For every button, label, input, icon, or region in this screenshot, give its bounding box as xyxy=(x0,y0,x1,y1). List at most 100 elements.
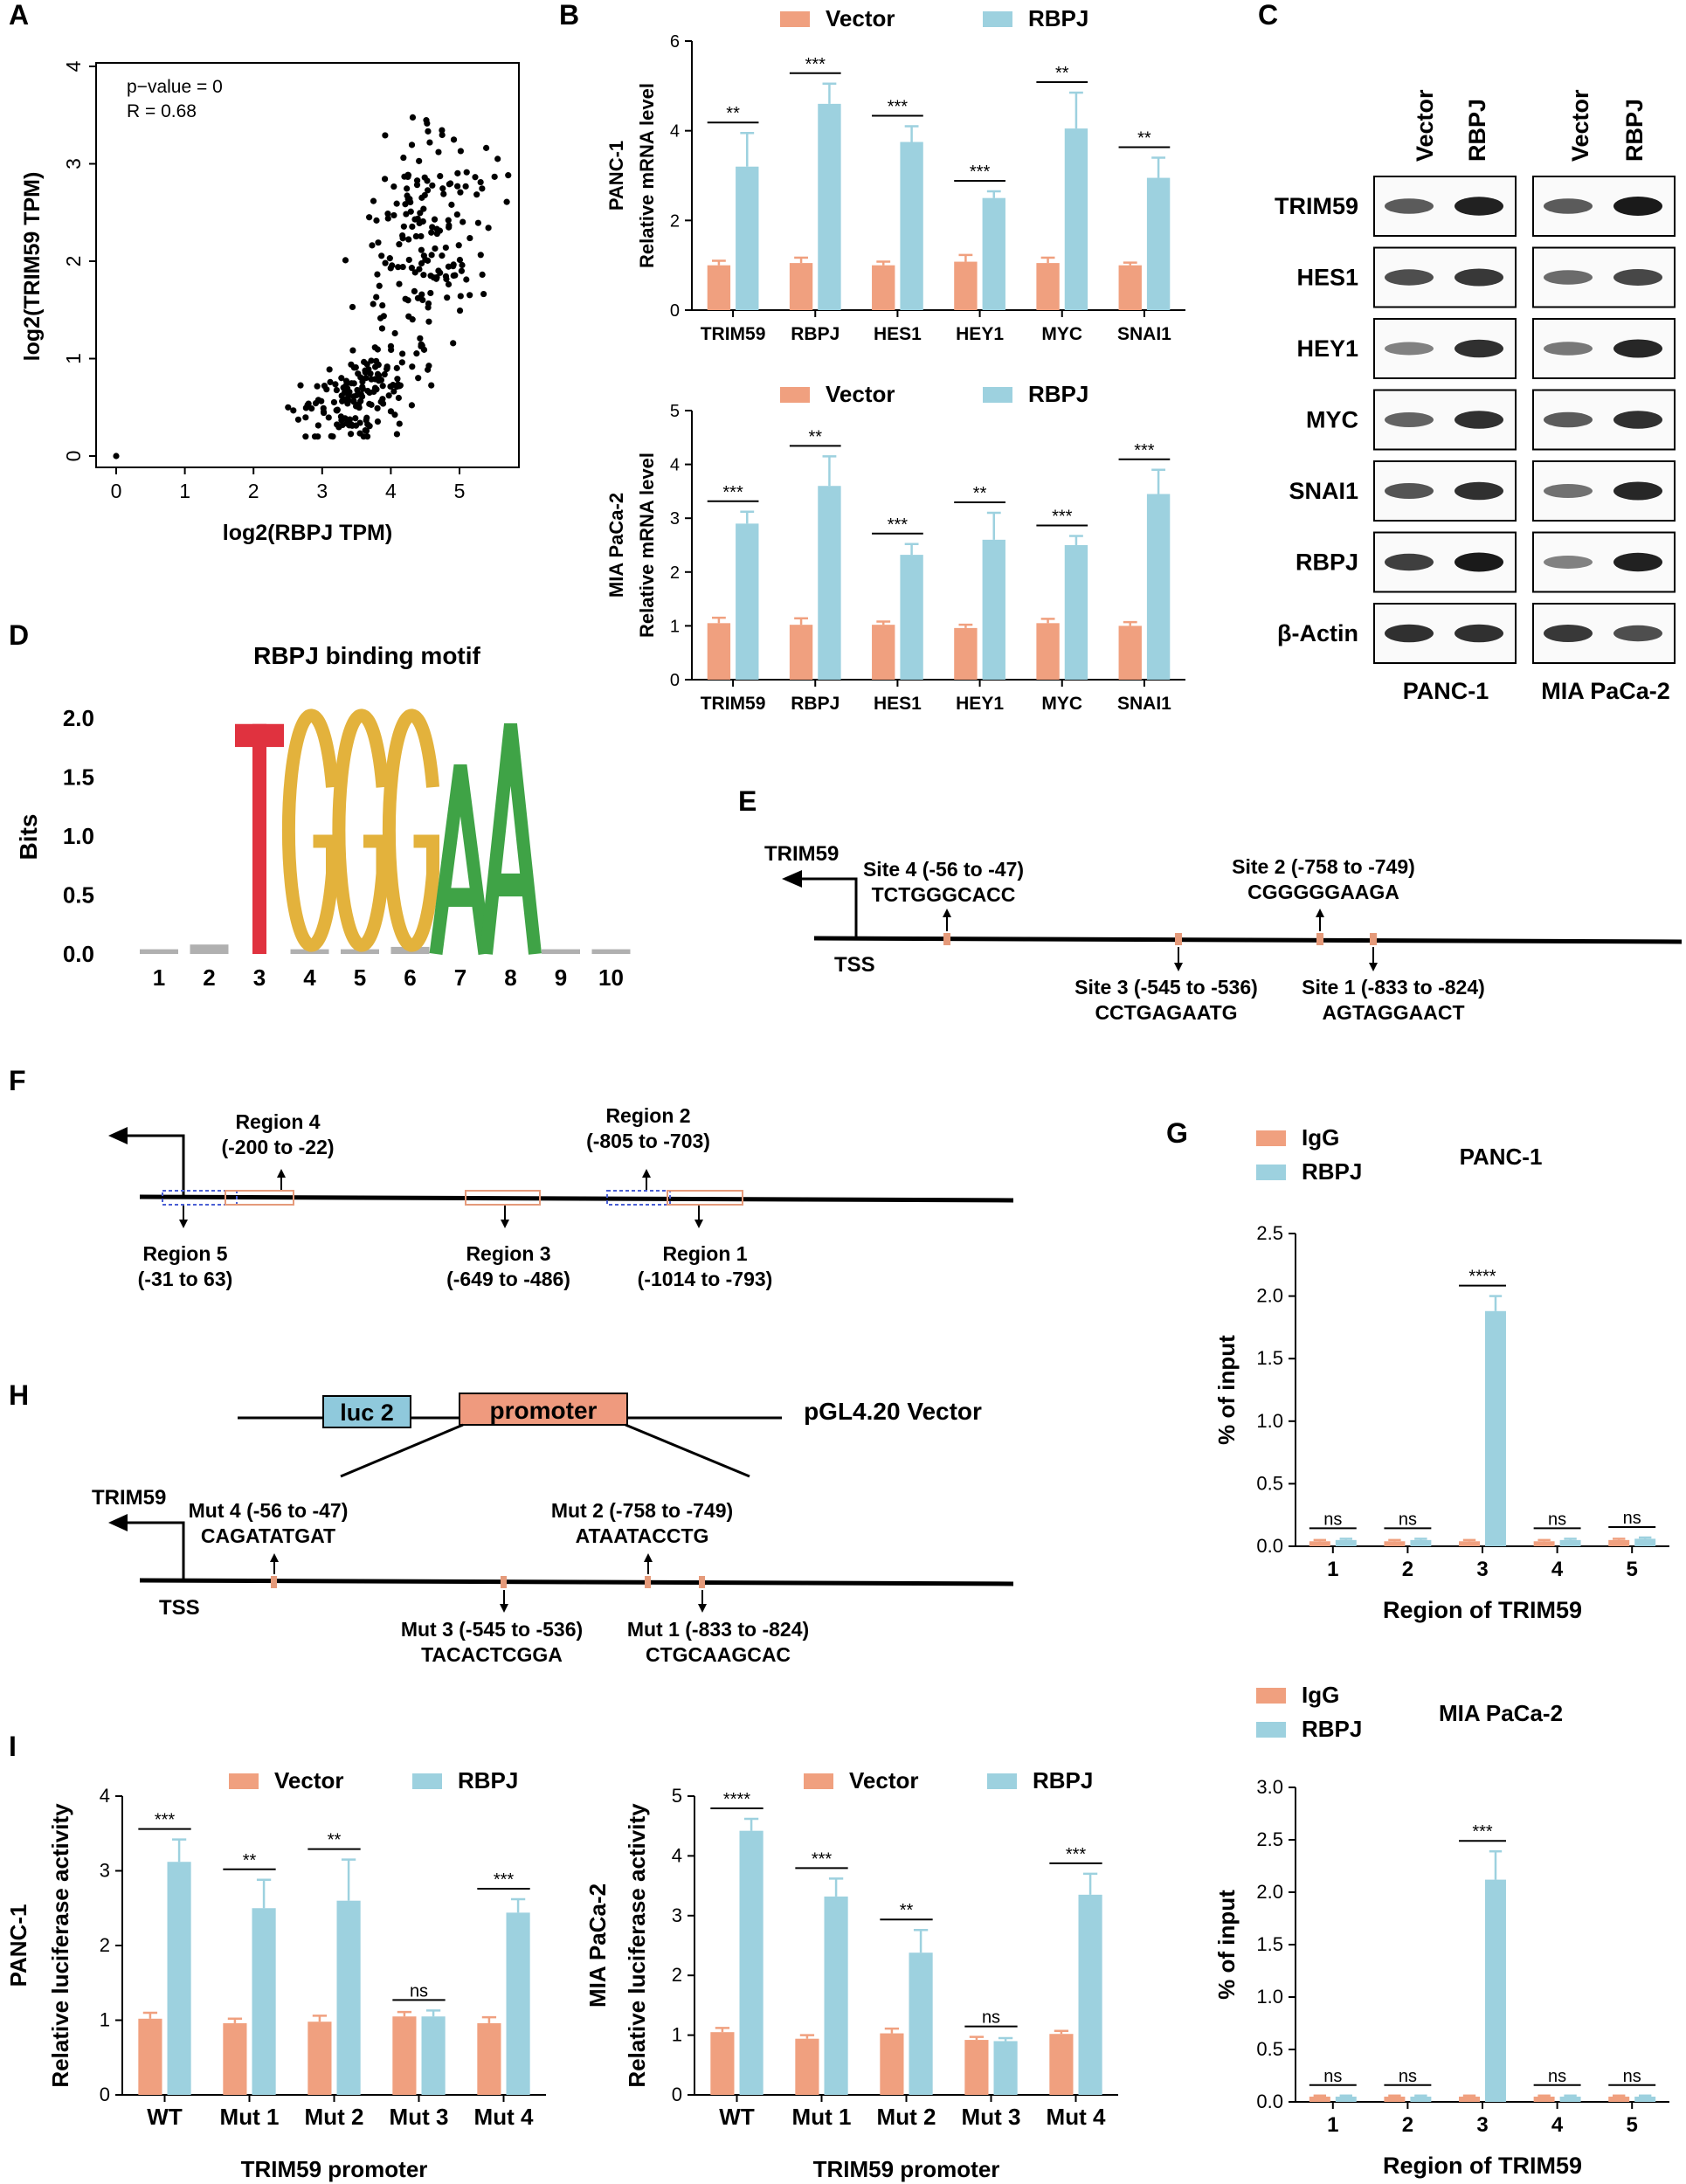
panel-e-tss-arrow xyxy=(797,877,858,936)
panel-a-point xyxy=(390,211,397,219)
panel-g-xlabel: Region of TRIM59 xyxy=(1383,1597,1582,1623)
panel-i-1-ytick-label: 3 xyxy=(672,1904,682,1926)
panel-i-0-xtick-label: Mut 2 xyxy=(305,2104,364,2130)
region-3-range: (-649 to -486) xyxy=(446,1268,570,1290)
panel-a-point xyxy=(368,357,375,364)
site-4-label: Site 4 (-56 to -47) xyxy=(863,858,1024,881)
panel-g-0-bar-s2 xyxy=(1335,1539,1357,1546)
panel-g-0-xtick-label: 2 xyxy=(1402,1558,1413,1581)
panel-a-point xyxy=(450,136,458,143)
panel-d-position-label: 6 xyxy=(404,964,416,991)
panel-c-row-label: SNAI1 xyxy=(1289,478,1358,504)
panel-g-1-ytick-label: 3.0 xyxy=(1256,1776,1283,1798)
panel-e-promoter-line xyxy=(813,936,1683,944)
panel-c-row-label: HEY1 xyxy=(1296,335,1358,362)
panel-g-cell-title: PANC-1 xyxy=(1460,1144,1543,1170)
panel-b-0-sig-label: ** xyxy=(726,104,740,123)
region-2-range: (-805 to -703) xyxy=(586,1130,710,1152)
panel-a-point xyxy=(368,376,375,383)
panel-c-band xyxy=(1455,268,1503,287)
panel-a-point xyxy=(379,301,386,309)
panel-b-0-bar-s1 xyxy=(789,263,813,310)
panel-a-point xyxy=(339,397,346,404)
panel-g-0-bar-s1 xyxy=(1533,1541,1555,1546)
mut-2-seq: ATAATACCTG xyxy=(576,1524,709,1547)
panel-a-point xyxy=(330,398,338,406)
panel-a-point xyxy=(381,370,388,378)
panel-b-1-ytick-label: 4 xyxy=(670,456,680,475)
panel-a-point xyxy=(427,289,434,297)
panel-g-0-ytick-label: 0.0 xyxy=(1256,1535,1283,1557)
panel-i-1-xtick-label: Mut 2 xyxy=(877,2104,936,2130)
panel-d-position-label: 9 xyxy=(555,964,567,991)
panel-g-1-ytick-label: 1.5 xyxy=(1256,1933,1283,1955)
panel-a-point xyxy=(479,185,486,192)
luc2-box xyxy=(322,1395,411,1428)
panel-a-xtick-label: 3 xyxy=(316,480,328,502)
panel-b-0-ytick-label: 6 xyxy=(670,32,680,52)
panel-a-xtick-label: 4 xyxy=(385,480,397,502)
panel-b-0-legend-label: Vector xyxy=(826,5,895,31)
mut-2-label: Mut 2 (-758 to -749) xyxy=(551,1499,733,1522)
mut-2-mark xyxy=(645,1576,651,1588)
panel-a-point xyxy=(463,169,470,176)
panel-a-point xyxy=(386,255,393,262)
panel-b-mrna-charts: Vector RBPJ 0 2 4 6 TRIM59 ** RBPJ *** HES1 *** HEY1… xyxy=(605,5,1185,714)
panel-a-ytick-label: 4 xyxy=(62,60,85,72)
panel-i-cell-label: MIA PaCa-2 xyxy=(584,1883,611,2008)
panel-d-position-label: 7 xyxy=(454,964,466,991)
zoom-line-right xyxy=(625,1423,750,1478)
panel-a-point xyxy=(409,316,416,323)
panel-a-point xyxy=(431,216,439,223)
panel-a-point xyxy=(113,453,120,460)
panel-a-point xyxy=(374,404,381,411)
panel-d-ytick-label: 2.0 xyxy=(63,705,94,731)
panel-i-0-ytick-label: 2 xyxy=(100,1934,110,1956)
panel-g-0-sig-label: **** xyxy=(1468,1268,1496,1287)
panel-c-band xyxy=(1544,625,1593,642)
panel-a-point xyxy=(456,307,464,314)
panel-a-point xyxy=(428,252,435,259)
panel-a-point xyxy=(377,398,384,405)
panel-c-row-label: HES1 xyxy=(1296,265,1358,291)
panel-b-1-legend-label: RBPJ xyxy=(1028,381,1088,407)
panel-g-0-bar-s2 xyxy=(1559,1539,1581,1546)
region-3-box xyxy=(465,1190,541,1206)
panel-d-ytick-label: 0.5 xyxy=(63,882,94,909)
panel-a-point xyxy=(384,215,391,222)
panel-c-row-label: RBPJ xyxy=(1296,549,1358,576)
panel-a-point xyxy=(305,400,312,407)
panel-g-1-xtick-label: 5 xyxy=(1627,2113,1638,2137)
panel-a-point xyxy=(399,263,406,271)
panel-b-0-sig-label: ** xyxy=(1055,64,1069,83)
panel-i-0-xtick-label: Mut 1 xyxy=(220,2104,280,2130)
vector-name: pGL4.20 Vector xyxy=(804,1398,982,1425)
panel-a-point xyxy=(361,358,368,365)
panel-b-0-sig-label: *** xyxy=(970,162,991,182)
panel-d-position-label: 8 xyxy=(504,964,516,991)
panel-d-letter-A xyxy=(480,722,542,955)
panel-a-ytick-label: 3 xyxy=(62,158,85,169)
panel-c-band xyxy=(1544,556,1593,569)
panel-g-0-legend-label: RBPJ xyxy=(1302,1158,1362,1185)
panel-a-point xyxy=(381,176,389,183)
panel-a-point xyxy=(382,259,389,266)
panel-a-point xyxy=(417,335,424,342)
panel-i-1-sig-label: *** xyxy=(1066,1845,1087,1864)
panel-a-point xyxy=(308,405,315,412)
panel-c-band xyxy=(1455,552,1503,572)
mut-3-mark xyxy=(501,1576,507,1588)
panel-i-0-sig-label: *** xyxy=(494,1870,515,1890)
panel-c-band xyxy=(1544,411,1593,428)
panel-c-band xyxy=(1385,342,1434,356)
panel-a-point xyxy=(374,271,381,278)
panel-a-point xyxy=(376,282,383,289)
panel-a-point xyxy=(387,383,394,390)
panel-b-0-xtick-label: TRIM59 xyxy=(701,324,766,344)
panel-e-arrow-head xyxy=(782,870,802,888)
panel-label-c: C xyxy=(1258,0,1278,31)
panel-g-1-bar-s2 xyxy=(1485,1879,1506,2102)
panel-c-column-label: Vector xyxy=(1567,89,1593,162)
panel-a-point xyxy=(390,183,397,190)
panel-i-1-bar-s1 xyxy=(964,2040,989,2095)
